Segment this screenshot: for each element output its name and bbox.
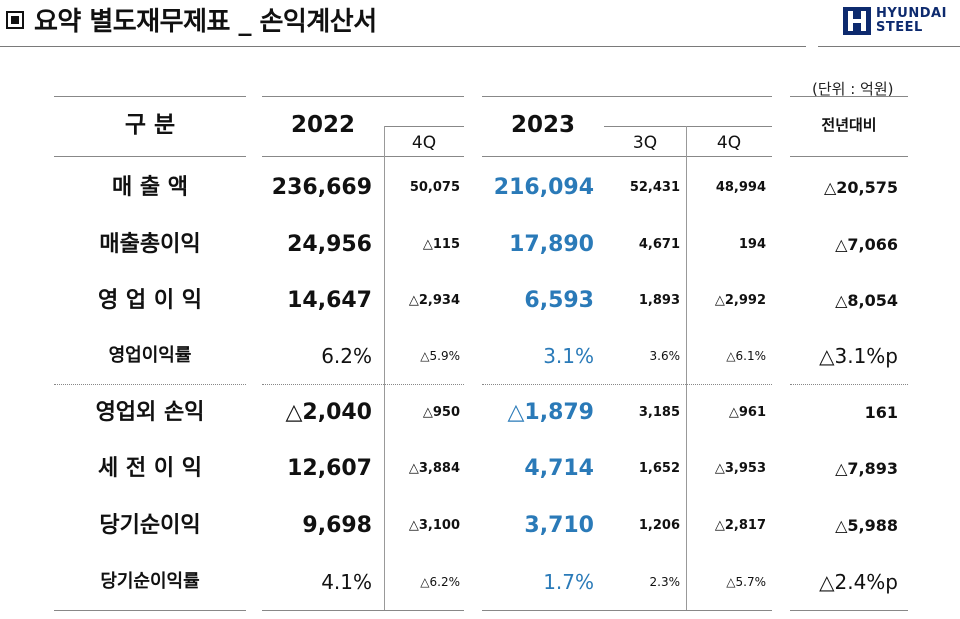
grid-bottom-line	[482, 610, 772, 611]
cell-2023: 6,593	[524, 288, 594, 313]
cell-2023-3q: 2.3%	[649, 575, 681, 589]
title-divider	[0, 46, 806, 47]
cell-2022: △2,040	[285, 400, 372, 425]
cell-2023: 1.7%	[543, 570, 594, 594]
grid-section-divider	[482, 384, 772, 385]
cell-yoy: △8,054	[835, 291, 898, 310]
grid-section-divider	[790, 384, 908, 385]
row-label: 영업이익률	[108, 345, 192, 366]
cell-2022-4q: △3,100	[408, 518, 460, 533]
grid-col-divider	[686, 126, 687, 610]
cell-2022: 4.1%	[321, 570, 372, 594]
cell-2023-4q: △2,992	[714, 293, 766, 308]
grid-top-line	[482, 96, 772, 97]
cell-yoy: △2.4%p	[819, 570, 898, 594]
cell-2023-3q: 1,652	[638, 461, 680, 476]
col-header-2023-4q: 4Q	[716, 133, 742, 153]
row-label: 매출총이익	[99, 232, 201, 257]
cell-2023-4q: 48,994	[715, 180, 766, 195]
cell-2022: 24,956	[287, 232, 372, 257]
cell-2023-4q: △961	[728, 405, 766, 420]
col-header-2022: 2022	[290, 112, 355, 138]
row-label: 당기순이익	[99, 513, 201, 538]
col-header-category: 구 분	[124, 112, 176, 138]
grid-section-divider	[54, 384, 246, 385]
grid-top-line	[54, 96, 246, 97]
cell-2023-4q: △3,953	[714, 461, 766, 476]
grid-section-divider	[262, 384, 464, 385]
grid-col-divider	[384, 126, 385, 610]
cell-2023-3q: 3.6%	[649, 349, 681, 363]
row-label: 매 출 액	[111, 175, 189, 200]
cell-2023-3q: 3,185	[638, 405, 680, 420]
title-divider-right	[818, 46, 960, 47]
row-label: 영 업 이 익	[98, 288, 202, 313]
cell-2023: 3,710	[524, 513, 594, 538]
cell-2023-4q: 194	[738, 237, 766, 252]
cell-2022: 14,647	[287, 288, 372, 313]
cell-2022-4q: △2,934	[408, 293, 460, 308]
cell-2023-4q: △6.1%	[726, 349, 766, 363]
grid-bottom-line	[262, 610, 464, 611]
square-bullet-icon	[6, 11, 24, 29]
grid-bottom-line	[790, 610, 908, 611]
grid-header-bottom	[482, 156, 772, 157]
company-logo: HYUNDAI STEEL	[842, 6, 947, 36]
unit-label: (단위 : 억원)	[812, 80, 894, 98]
col-header-2023-3q: 3Q	[632, 133, 658, 153]
logo-text-line1: HYUNDAI	[876, 6, 947, 21]
page-title: 요약 별도재무제표 _ 손익계산서	[34, 6, 377, 37]
cell-yoy: △7,066	[835, 235, 898, 254]
cell-2023-3q: 52,431	[629, 180, 680, 195]
cell-2022: 236,669	[271, 175, 372, 200]
col-header-yoy: 전년대비	[821, 116, 877, 134]
cell-2022: 6.2%	[321, 344, 372, 368]
cell-yoy: △5,988	[835, 516, 898, 535]
cell-2023-3q: 4,671	[638, 237, 680, 252]
col-header-2023: 2023	[510, 112, 575, 138]
grid-bottom-line	[54, 610, 246, 611]
grid-header-bottom	[262, 156, 464, 157]
cell-2023: △1,879	[507, 400, 594, 425]
cell-2023: 17,890	[509, 232, 594, 257]
cell-yoy: △7,893	[835, 459, 898, 478]
cell-2023-4q: △2,817	[714, 518, 766, 533]
grid-top-line	[790, 96, 908, 97]
cell-2022: 12,607	[287, 456, 372, 481]
cell-2023: 3.1%	[543, 344, 594, 368]
row-label: 세 전 이 익	[98, 456, 202, 481]
cell-2022-4q: 50,075	[409, 180, 460, 195]
grid-sub-line	[604, 126, 772, 127]
col-header-2022-4q: 4Q	[411, 133, 437, 153]
cell-2022-4q: △950	[422, 405, 460, 420]
cell-2022: 9,698	[302, 513, 372, 538]
cell-2022-4q: △5.9%	[420, 349, 460, 363]
cell-2022-4q: △3,884	[408, 461, 460, 476]
hyundai-steel-logo-icon	[843, 7, 871, 35]
grid-sub-line	[384, 126, 464, 127]
page-title-block: 요약 별도재무제표 _ 손익계산서	[6, 2, 377, 37]
cell-2023-3q: 1,893	[638, 293, 680, 308]
cell-2022-4q: △6.2%	[420, 575, 460, 589]
logo-text-line2: STEEL	[876, 20, 923, 35]
cell-2023: 4,714	[524, 456, 594, 481]
cell-2023-3q: 1,206	[638, 518, 680, 533]
cell-yoy: △3.1%p	[819, 344, 898, 368]
row-label: 당기순이익률	[100, 571, 200, 592]
grid-top-line	[262, 96, 464, 97]
cell-yoy: △20,575	[823, 178, 898, 197]
cell-yoy: 161	[864, 403, 898, 422]
cell-2023: 216,094	[493, 175, 594, 200]
row-label: 영업외 손익	[95, 400, 205, 425]
cell-2023-4q: △5.7%	[726, 575, 766, 589]
grid-header-bottom	[790, 156, 908, 157]
grid-header-bottom	[54, 156, 246, 157]
cell-2022-4q: △115	[422, 237, 460, 252]
